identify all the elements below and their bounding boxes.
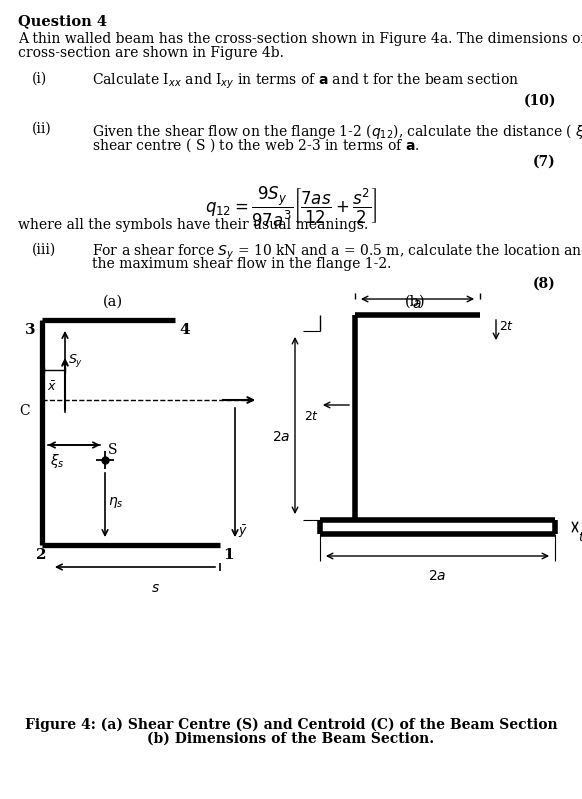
Text: $\bar{x}$: $\bar{x}$ <box>47 380 57 394</box>
Text: S: S <box>108 443 118 457</box>
Text: Given the shear flow on the flange 1-2 ($q_{12}$), calculate the distance ( $\xi: Given the shear flow on the flange 1-2 (… <box>92 122 582 141</box>
Text: (7): (7) <box>533 155 556 169</box>
Text: $a$: $a$ <box>412 297 422 311</box>
Text: (8): (8) <box>533 277 556 291</box>
Text: $S_y$: $S_y$ <box>68 352 83 369</box>
Text: $q_{12} = \dfrac{9S_y}{97a^3}\left[\dfrac{7as}{12} + \dfrac{s^2}{2}\right]$: $q_{12} = \dfrac{9S_y}{97a^3}\left[\dfra… <box>205 185 377 229</box>
Text: $2t$: $2t$ <box>499 320 514 333</box>
Text: the maximum shear flow in the flange 1-2.: the maximum shear flow in the flange 1-2… <box>92 257 391 271</box>
Text: (10): (10) <box>523 94 556 108</box>
Text: $t$: $t$ <box>578 531 582 544</box>
Text: 2: 2 <box>36 548 47 562</box>
Text: $\bar{y}$: $\bar{y}$ <box>238 523 248 539</box>
Text: (i): (i) <box>32 72 47 86</box>
Text: Figure 4: (a) Shear Centre (S) and Centroid (C) of the Beam Section: Figure 4: (a) Shear Centre (S) and Centr… <box>24 718 558 733</box>
Text: Calculate I$_{xx}$ and I$_{xy}$ in terms of $\mathbf{a}$ and t for the beam sect: Calculate I$_{xx}$ and I$_{xy}$ in terms… <box>92 72 519 91</box>
Text: 4: 4 <box>179 323 190 337</box>
Text: 1: 1 <box>223 548 233 562</box>
Text: $2t$: $2t$ <box>304 410 319 423</box>
Text: Question 4: Question 4 <box>18 14 107 28</box>
Text: $\eta_s$: $\eta_s$ <box>108 495 123 510</box>
Text: A thin walled beam has the cross-section shown in Figure 4a. The dimensions of t: A thin walled beam has the cross-section… <box>18 32 582 46</box>
Text: C: C <box>19 404 30 418</box>
Text: (b) Dimensions of the Beam Section.: (b) Dimensions of the Beam Section. <box>147 732 435 746</box>
Text: $s$: $s$ <box>151 581 159 595</box>
Text: (ii): (ii) <box>32 122 52 136</box>
Text: $\xi_s$: $\xi_s$ <box>50 452 65 470</box>
Text: shear centre ( S ) to the web 2-3 in terms of $\mathbf{a}$.: shear centre ( S ) to the web 2-3 in ter… <box>92 136 420 153</box>
Text: For a shear force $S_y$ = 10 kN and a = 0.5 m, calculate the location and magnit: For a shear force $S_y$ = 10 kN and a = … <box>92 243 582 262</box>
Text: 3: 3 <box>26 323 36 337</box>
Text: $2a$: $2a$ <box>428 569 446 583</box>
Text: $2a$: $2a$ <box>272 430 290 444</box>
Text: (iii): (iii) <box>32 243 56 257</box>
Text: (a): (a) <box>103 295 123 309</box>
Text: cross-section are shown in Figure 4b.: cross-section are shown in Figure 4b. <box>18 46 284 60</box>
Text: where all the symbols have their usual meanings.: where all the symbols have their usual m… <box>18 218 368 232</box>
Text: (b): (b) <box>404 295 425 309</box>
